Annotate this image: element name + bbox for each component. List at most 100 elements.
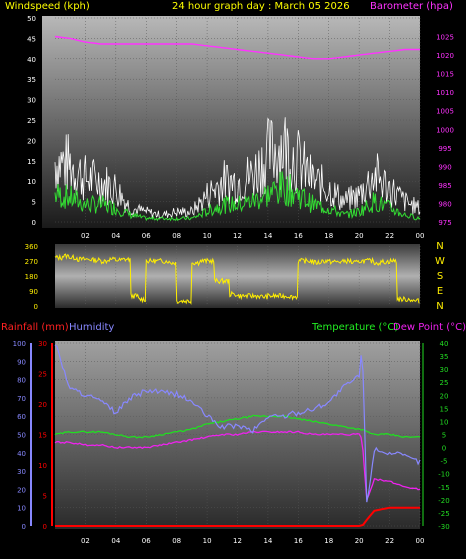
windspeed-tick-label: 30 [27,97,36,105]
x-tick-label: 06 [142,537,151,545]
windspeed-tick-label: 0 [32,219,36,227]
barometer-tick-label: 1015 [436,71,454,79]
series-dew-point [54,430,421,500]
humidity-tick-label: 90 [17,358,26,366]
temperature-tick-label: -10 [438,471,449,479]
humidity-header: Humidity [69,322,114,333]
x-tick-label: 22 [385,537,394,545]
rain-panel-series [54,344,421,527]
series-barometer [54,35,420,60]
temperature-tick-label: -5 [441,458,448,466]
rainfall-header: Rainfall (mm) [1,322,69,333]
barometer-tick-label: 985 [438,182,451,190]
direction-tick-label: 180 [25,273,38,281]
rainfall-tick-label: 15 [38,432,47,440]
barometer-axis-ticks: 975 980 985 990 995 1000 1005 1010 1015 1020 1025 [436,34,454,227]
windspeed-tick-label: 5 [32,199,36,207]
windspeed-tick-label: 35 [27,76,36,84]
compass-label: W [435,256,445,267]
x-tick-label: 16 [294,232,303,240]
barometer-tick-label: 975 [438,219,451,227]
x-tick-label: 04 [111,537,120,545]
temperature-tick-label: 15 [440,405,449,413]
rainfall-tick-label: 0 [43,523,47,531]
temperature-tick-label: -20 [438,497,449,505]
rainfall-tick-label: 30 [38,340,47,348]
humidity-axis-ticks: 0 10 20 30 40 50 60 70 80 90 100 [13,340,26,531]
rainfall-axis-ticks: 0 5 10 15 20 25 30 [38,340,47,531]
x-tick-label: 06 [142,232,151,240]
x-tick-label: 08 [172,537,181,545]
temperature-tick-label: 0 [442,445,446,453]
windspeed-tick-label: 50 [27,15,36,23]
temperature-tick-label: 25 [440,379,449,387]
direction-tick-label: 90 [29,288,38,296]
barometer-tick-label: 980 [438,200,451,208]
series-temperature [54,414,421,439]
barometer-tick-label: 1010 [436,89,454,97]
windspeed-tick-label: 25 [27,117,36,125]
compass-label: E [437,286,443,297]
temperature-tick-label: -30 [438,523,449,531]
wind-panel-background [42,16,420,228]
temperature-tick-label: 30 [440,366,449,374]
temperature-axis-ticks: -30 -25 -20 -15 -10 -5 0 5 10 15 20 25 30 35 40 [438,340,449,531]
series-rainfall [55,506,420,527]
windspeed-axis-ticks: 0 5 10 15 20 25 30 35 40 45 50 [27,15,36,227]
humidity-tick-label: 80 [17,377,26,385]
humidity-tick-label: 20 [17,486,26,494]
x-tick-label: 12 [233,537,242,545]
series-average [54,171,421,222]
humidity-tick-label: 0 [22,523,26,531]
wind-panel-series [54,35,421,222]
wind-panel-x-ticks: 02 04 06 08 10 12 14 16 18 20 22 00 [81,232,425,240]
barometer-tick-label: 995 [438,145,451,153]
x-tick-label: 00 [416,232,425,240]
direction-tick-label: 0 [34,303,38,311]
x-tick-label: 12 [233,232,242,240]
humidity-tick-label: 30 [17,468,26,476]
rain-panel-grid [30,342,424,527]
temperature-tick-label: -25 [438,510,449,518]
barometer-tick-label: 1020 [436,52,454,60]
x-tick-label: 22 [385,232,394,240]
x-tick-label: 00 [416,537,425,545]
windspeed-tick-label: 10 [27,178,36,186]
windspeed-tick-label: 15 [27,158,36,166]
compass-label: N [436,241,443,252]
direction-tick-label: 270 [25,258,38,266]
direction-series [54,253,420,305]
rainfall-tick-label: 20 [38,401,47,409]
temperature-tick-label: 35 [440,353,449,361]
x-tick-label: 02 [81,537,90,545]
x-tick-label: 18 [324,232,333,240]
x-tick-label: 16 [294,537,303,545]
x-tick-label: 04 [111,232,120,240]
barometer-tick-label: 990 [438,163,451,171]
rainfall-tick-label: 10 [38,462,47,470]
x-tick-label: 18 [324,537,333,545]
x-tick-label: 02 [81,232,90,240]
x-tick-label: 10 [203,537,212,545]
humidity-tick-label: 60 [17,413,26,421]
series-direction [54,253,420,305]
temperature-header: Temperature (°C) [311,322,398,333]
temperature-tick-label: 5 [442,432,446,440]
humidity-tick-label: 50 [17,432,26,440]
compass-label: N [436,301,443,312]
rainfall-tick-label: 25 [38,371,47,379]
x-tick-label: 14 [263,537,272,545]
rain-panel-x-ticks: 02 04 06 08 10 12 14 16 18 20 22 00 [81,537,425,545]
series-gust [54,117,421,220]
barometer-header: Barometer (hpa) [370,1,453,12]
windspeed-tick-label: 20 [27,137,36,145]
date-header: 24 hour graph day : March 05 2026 [172,1,350,12]
x-tick-label: 14 [263,232,272,240]
x-tick-label: 20 [355,537,364,545]
barometer-tick-label: 1005 [436,108,454,116]
rainfall-tick-label: 5 [43,493,47,501]
x-tick-label: 08 [172,232,181,240]
humidity-tick-label: 10 [17,505,26,513]
